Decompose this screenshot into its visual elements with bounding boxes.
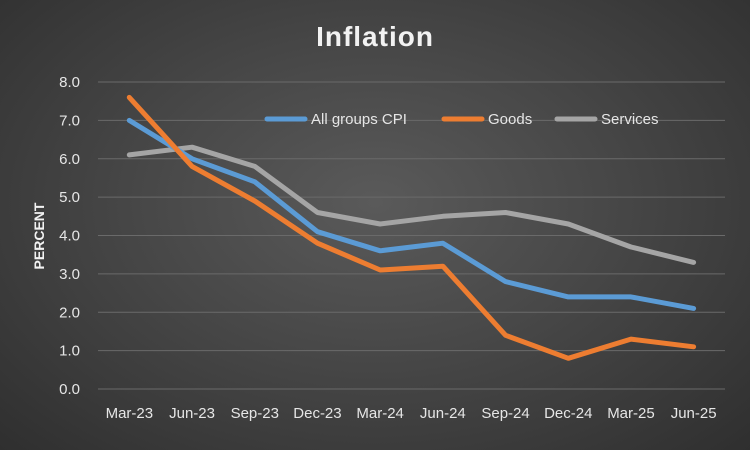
y-tick-label: 7.0 <box>59 112 80 129</box>
y-axis-label: PERCENT <box>31 202 47 269</box>
y-tick-label: 4.0 <box>59 228 80 245</box>
x-tick-label: Dec-24 <box>544 405 592 422</box>
legend-label: Goods <box>488 111 532 128</box>
series-line-services <box>126 144 697 265</box>
x-tick-label: Jun-23 <box>169 405 215 422</box>
series-line-all-groups-cpi <box>126 117 697 311</box>
legend-label: Services <box>601 111 659 128</box>
series-line-goods <box>126 94 697 361</box>
x-tick-label: Jun-25 <box>671 405 717 422</box>
x-tick-label: Sep-23 <box>231 405 279 422</box>
gridlines <box>98 81 725 390</box>
x-axis-ticks: Mar-23 Jun-23 Sep-23 Dec-23 Mar-24 Jun-24 Sep-… <box>106 405 717 422</box>
x-tick-label: Sep-24 <box>481 405 529 422</box>
y-tick-label: 2.0 <box>59 304 80 321</box>
x-tick-label: Mar-23 <box>106 405 154 422</box>
series-lines <box>126 94 697 361</box>
y-axis-ticks: 0.0 1.0 2.0 3.0 4.0 5.0 6.0 7.0 8.0 <box>59 74 80 398</box>
x-tick-label: Mar-24 <box>356 405 404 422</box>
x-tick-label: Mar-25 <box>607 405 655 422</box>
y-tick-label: 1.0 <box>59 343 80 360</box>
chart-title: Inflation <box>316 21 434 52</box>
y-tick-label: 3.0 <box>59 266 80 283</box>
legend: All groups CPI Goods Services <box>264 111 659 128</box>
y-tick-label: 5.0 <box>59 189 80 206</box>
y-tick-label: 8.0 <box>59 74 80 91</box>
legend-label: All groups CPI <box>311 111 407 128</box>
y-tick-label: 0.0 <box>59 381 80 398</box>
y-tick-label: 6.0 <box>59 151 80 168</box>
x-tick-label: Jun-24 <box>420 405 466 422</box>
x-tick-label: Dec-23 <box>293 405 341 422</box>
